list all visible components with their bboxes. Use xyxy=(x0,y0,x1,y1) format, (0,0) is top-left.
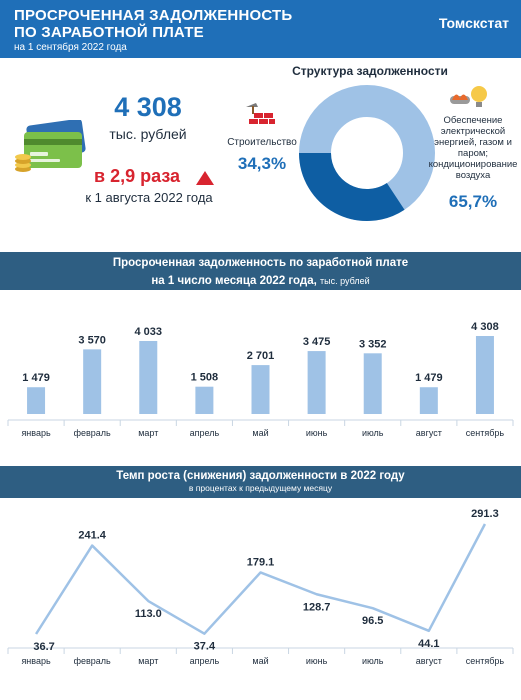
x-tick-label: май xyxy=(252,656,268,666)
energy-icon xyxy=(450,86,487,107)
bar-chart-title-line2: на 1 число месяца 2022 года, тыс. рублей xyxy=(151,275,370,287)
bar-8 xyxy=(419,387,438,414)
line-value-label: 44.1 xyxy=(418,638,439,650)
x-tick-label: апрель xyxy=(190,656,220,666)
construction-label: Строительство xyxy=(227,137,297,148)
bar-1 xyxy=(27,387,46,414)
construction-icon xyxy=(246,103,275,124)
bar-3 xyxy=(139,340,158,414)
donut-segment-construction xyxy=(299,152,405,221)
total-debt-value: 4 308 xyxy=(114,92,182,122)
growth-comparison-date: к 1 августа 2022 года xyxy=(85,190,213,205)
page-title-line2: ПО ЗАРАБОТНОЙ ПЛАТЕ xyxy=(14,24,204,41)
bar-value-label: 1 508 xyxy=(191,372,219,384)
bar-value-label: 3 570 xyxy=(78,334,106,346)
bar-value-label: 3 352 xyxy=(359,338,387,350)
structure-title: Структура задолженности xyxy=(292,64,448,78)
bar-value-label: 2 701 xyxy=(247,350,275,362)
line-value-label: 36.7 xyxy=(33,641,54,653)
line-chart-title-band: Темп роста (снижения) задолженности в 20… xyxy=(0,466,521,498)
organization-name: Томскстат xyxy=(438,15,509,31)
x-tick-label: май xyxy=(252,428,268,438)
growth-line-chart: 36.7 январь 241.4 февраль 113.0 март 37.4 апрел… xyxy=(7,508,514,666)
page-title-line1: ПРОСРОЧЕННАЯ ЗАДОЛЖЕННОСТЬ xyxy=(14,7,293,24)
up-arrow-icon xyxy=(196,171,214,185)
construction-percent: 34,3% xyxy=(237,154,287,173)
line-chart-title: Темп роста (снижения) задолженности в 20… xyxy=(116,470,405,482)
energy-percent: 65,7% xyxy=(448,192,498,211)
energy-label: Обеспечение электрической энергией, газо… xyxy=(428,115,518,181)
total-debt-unit: тыс. рублей xyxy=(109,126,187,142)
bar-chart-unit: тыс. рублей xyxy=(320,276,370,286)
x-tick-label: сентябрь xyxy=(466,428,505,438)
growth-factor: в 2,9 раза xyxy=(94,166,181,186)
growth-line xyxy=(35,523,487,635)
credit-cards-icon xyxy=(15,120,86,172)
bar-2 xyxy=(83,349,102,414)
line-value-label: 291.3 xyxy=(471,508,499,520)
x-tick-label: март xyxy=(138,656,158,666)
x-tick-label: январь xyxy=(21,428,51,438)
x-tick-label: август xyxy=(416,656,442,666)
line-value-label: 241.4 xyxy=(78,530,106,542)
x-tick-label: август xyxy=(416,428,442,438)
x-tick-label: июль xyxy=(362,656,384,666)
bar-value-label: 4 033 xyxy=(135,326,163,338)
bar-value-label: 3 475 xyxy=(303,336,331,348)
header-banner: ПРОСРОЧЕННАЯ ЗАДОЛЖЕННОСТЬ ПО ЗАРАБОТНОЙ… xyxy=(0,0,521,58)
line-value-label: 113.0 xyxy=(135,608,162,620)
structure-donut-chart xyxy=(299,85,435,221)
x-tick-label: март xyxy=(138,428,158,438)
x-tick-label: февраль xyxy=(74,656,111,666)
x-tick-label: июль xyxy=(362,428,384,438)
debt-bar-chart: 1 479 январь 3 570 февраль 4 033 март 1 508 апр… xyxy=(7,321,514,438)
line-value-label: 37.4 xyxy=(194,641,216,653)
x-tick-label: февраль xyxy=(74,428,111,438)
bar-value-label: 1 479 xyxy=(22,372,50,384)
bar-chart-title-band: Просроченная задолженность по заработной… xyxy=(0,252,521,290)
bar-5 xyxy=(251,365,270,414)
report-date: на 1 сентября 2022 года xyxy=(14,42,127,53)
x-tick-label: январь xyxy=(21,656,51,666)
line-value-label: 96.5 xyxy=(362,615,383,627)
line-value-label: 128.7 xyxy=(303,601,331,613)
bar-chart-title: Просроченная задолженность по заработной… xyxy=(112,257,409,269)
line-value-label: 179.1 xyxy=(247,556,275,568)
bar-6 xyxy=(307,351,326,414)
x-tick-label: апрель xyxy=(190,428,220,438)
x-tick-label: июнь xyxy=(306,428,328,438)
bar-9 xyxy=(475,336,494,414)
line-chart-subtitle: в процентах к предыдущему месяцу xyxy=(188,483,333,493)
x-tick-label: сентябрь xyxy=(466,656,505,666)
bar-4 xyxy=(195,386,214,414)
bar-value-label: 4 308 xyxy=(471,321,499,333)
bar-value-label: 1 479 xyxy=(415,372,443,384)
bar-7 xyxy=(363,353,382,414)
x-tick-label: июнь xyxy=(306,656,328,666)
